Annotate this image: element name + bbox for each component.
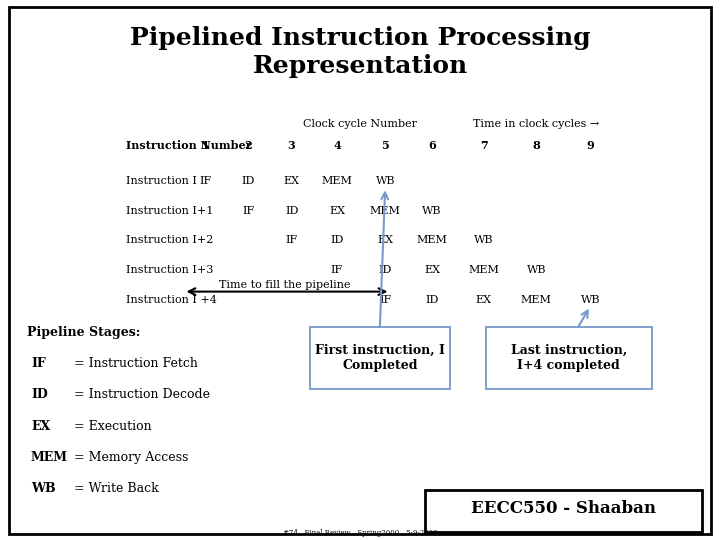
Text: WB: WB [474, 235, 494, 245]
Text: 6: 6 [428, 140, 436, 151]
Text: EX: EX [329, 206, 345, 215]
Text: Pipelined Instruction Processing: Pipelined Instruction Processing [130, 26, 590, 50]
Text: 2: 2 [245, 140, 252, 151]
Text: MEM: MEM [370, 206, 400, 215]
Text: Instruction I +4: Instruction I +4 [126, 295, 217, 305]
Text: 8: 8 [533, 140, 540, 151]
Text: Representation: Representation [253, 54, 467, 78]
Text: MEM: MEM [417, 235, 447, 245]
Text: Time to fill the pipeline: Time to fill the pipeline [219, 280, 350, 289]
Text: EX: EX [31, 420, 50, 433]
Text: IF: IF [330, 265, 343, 275]
Text: 9: 9 [587, 140, 594, 151]
Text: WB: WB [422, 206, 442, 215]
Text: ID: ID [31, 388, 48, 401]
Text: = Instruction Decode: = Instruction Decode [74, 388, 210, 401]
Text: EX: EX [284, 176, 300, 186]
Text: MEM: MEM [322, 176, 352, 186]
Text: MEM: MEM [469, 265, 499, 275]
Text: IF: IF [285, 235, 298, 245]
Text: ID: ID [379, 265, 392, 275]
Text: IF: IF [31, 357, 45, 370]
Text: IF: IF [199, 176, 212, 186]
Text: MEM: MEM [521, 295, 552, 305]
FancyBboxPatch shape [310, 327, 450, 389]
Text: = Instruction Fetch: = Instruction Fetch [74, 357, 198, 370]
Text: 1: 1 [202, 140, 209, 151]
Text: IF: IF [242, 206, 255, 215]
Text: 7: 7 [480, 140, 487, 151]
Text: EX: EX [377, 235, 393, 245]
Text: = Memory Access: = Memory Access [74, 451, 189, 464]
Text: = Write Back: = Write Back [74, 482, 159, 495]
Text: 5: 5 [382, 140, 389, 151]
Text: = Execution: = Execution [74, 420, 152, 433]
Text: Instruction Number: Instruction Number [126, 140, 251, 151]
Text: WB: WB [375, 176, 395, 186]
Text: ID: ID [285, 206, 298, 215]
Text: Instruction I: Instruction I [126, 176, 197, 186]
Text: Clock cycle Number: Clock cycle Number [303, 119, 417, 129]
Text: Instruction I+2: Instruction I+2 [126, 235, 213, 245]
Text: #74   Final Review   Spring2000   5-9-2000: #74 Final Review Spring2000 5-9-2000 [283, 529, 437, 537]
Text: WB: WB [526, 265, 546, 275]
Text: MEM: MEM [31, 451, 68, 464]
Text: Last instruction,
I+4 completed: Last instruction, I+4 completed [510, 344, 627, 372]
Text: ID: ID [426, 295, 438, 305]
Text: Instruction I+3: Instruction I+3 [126, 265, 213, 275]
Text: Pipeline Stages:: Pipeline Stages: [27, 326, 140, 339]
Text: Time in clock cycles →: Time in clock cycles → [473, 119, 600, 129]
Text: 3: 3 [288, 140, 295, 151]
Text: EX: EX [476, 295, 492, 305]
Text: ID: ID [330, 235, 343, 245]
Text: EECC550 - Shaaban: EECC550 - Shaaban [471, 500, 656, 517]
Text: WB: WB [31, 482, 55, 495]
Text: Instruction I+1: Instruction I+1 [126, 206, 213, 215]
Text: 4: 4 [333, 140, 341, 151]
Text: WB: WB [580, 295, 600, 305]
Text: IF: IF [379, 295, 392, 305]
Text: ID: ID [242, 176, 255, 186]
FancyBboxPatch shape [9, 7, 711, 534]
Text: First instruction, I
Completed: First instruction, I Completed [315, 344, 445, 372]
Text: EX: EX [424, 265, 440, 275]
FancyBboxPatch shape [425, 490, 702, 532]
FancyBboxPatch shape [486, 327, 652, 389]
